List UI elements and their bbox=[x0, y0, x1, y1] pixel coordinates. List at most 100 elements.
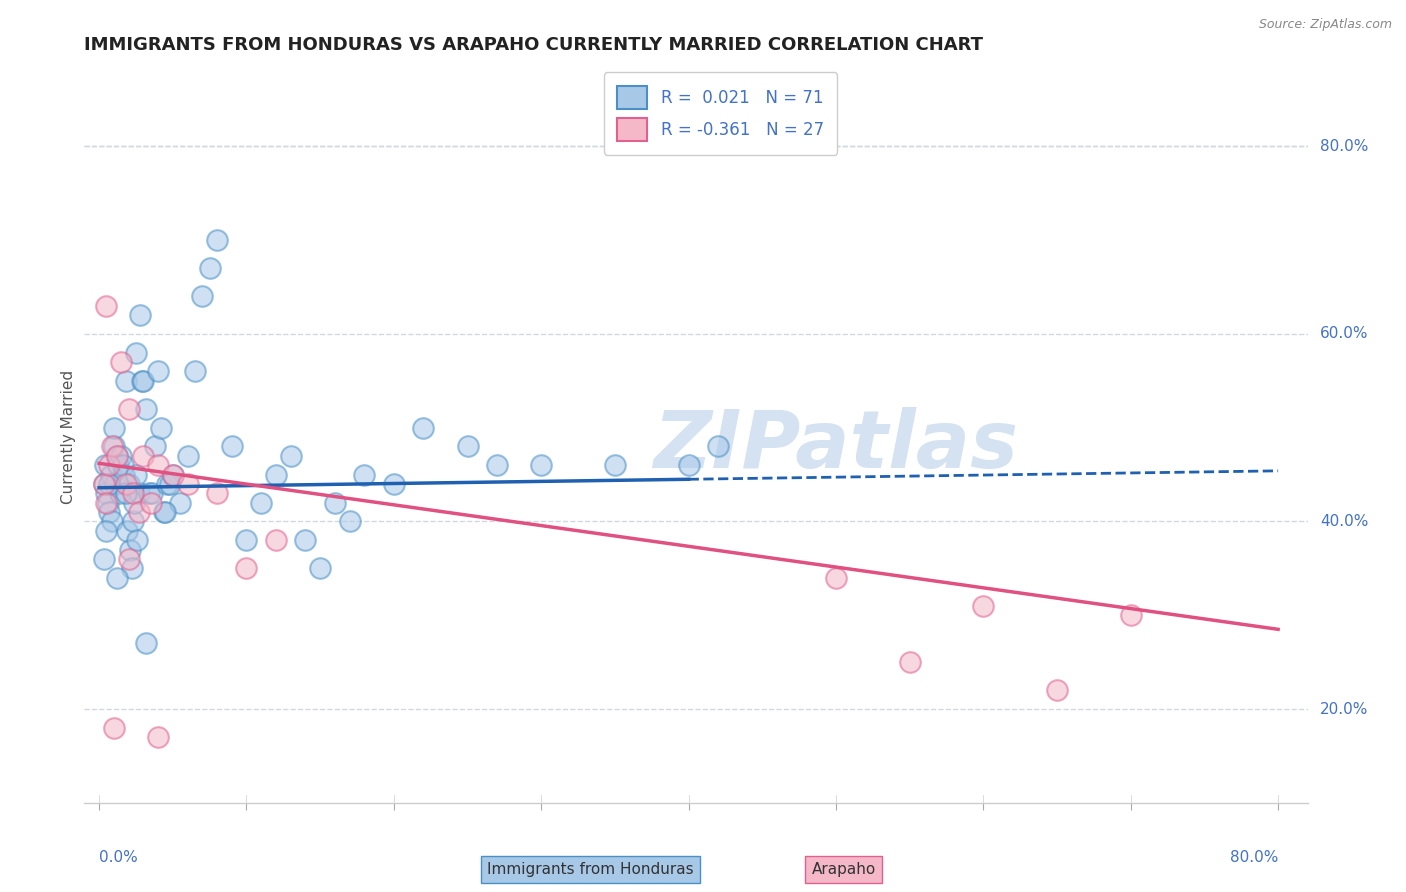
Point bbox=[127, 533, 149, 548]
Point bbox=[159, 477, 181, 491]
Point bbox=[235, 561, 257, 575]
Point bbox=[93, 477, 115, 491]
Point bbox=[105, 449, 128, 463]
Point bbox=[138, 486, 160, 500]
Point bbox=[143, 440, 166, 454]
Point bbox=[156, 477, 179, 491]
Text: 0.0%: 0.0% bbox=[98, 850, 138, 864]
Point bbox=[128, 486, 150, 500]
Point bbox=[121, 561, 143, 575]
Point bbox=[485, 458, 508, 473]
Point bbox=[176, 449, 198, 463]
Point bbox=[115, 524, 138, 538]
Point bbox=[191, 289, 214, 303]
Point bbox=[412, 420, 434, 434]
Point bbox=[114, 477, 136, 491]
Point bbox=[707, 440, 730, 454]
Point bbox=[105, 449, 128, 463]
Point bbox=[141, 486, 163, 500]
Y-axis label: Currently Married: Currently Married bbox=[60, 370, 76, 504]
Point bbox=[122, 486, 145, 500]
Point bbox=[117, 552, 139, 566]
Point bbox=[264, 467, 287, 482]
Point bbox=[114, 486, 136, 500]
Point bbox=[198, 261, 221, 276]
Point bbox=[162, 467, 184, 482]
Point bbox=[309, 561, 332, 575]
Legend: R =  0.021   N = 71, R = -0.361   N = 27: R = 0.021 N = 71, R = -0.361 N = 27 bbox=[603, 72, 837, 154]
Point bbox=[132, 374, 155, 388]
Point bbox=[1119, 608, 1142, 623]
Point bbox=[169, 496, 191, 510]
Point bbox=[155, 505, 177, 519]
Point bbox=[135, 636, 157, 650]
Point bbox=[146, 730, 169, 744]
Point bbox=[96, 524, 118, 538]
Point bbox=[235, 533, 257, 548]
Point bbox=[150, 420, 173, 434]
Point bbox=[117, 477, 139, 491]
Point bbox=[221, 440, 243, 454]
Point bbox=[107, 458, 129, 473]
Point bbox=[129, 308, 152, 322]
Point bbox=[131, 374, 153, 388]
Text: Immigrants from Honduras: Immigrants from Honduras bbox=[488, 863, 693, 877]
Point bbox=[103, 721, 125, 735]
Point bbox=[96, 299, 118, 313]
Point bbox=[114, 374, 136, 388]
Point bbox=[117, 401, 139, 416]
Point bbox=[530, 458, 553, 473]
Text: IMMIGRANTS FROM HONDURAS VS ARAPAHO CURRENTLY MARRIED CORRELATION CHART: IMMIGRANTS FROM HONDURAS VS ARAPAHO CURR… bbox=[84, 36, 983, 54]
Point bbox=[972, 599, 994, 613]
Point bbox=[122, 515, 145, 529]
Text: 40.0%: 40.0% bbox=[1320, 514, 1368, 529]
Text: 80.0%: 80.0% bbox=[1320, 139, 1368, 154]
Point bbox=[353, 467, 375, 482]
Point bbox=[176, 477, 198, 491]
Point bbox=[125, 345, 148, 359]
Point bbox=[250, 496, 273, 510]
Point bbox=[111, 458, 134, 473]
Point bbox=[101, 440, 124, 454]
Point bbox=[96, 496, 118, 510]
Point bbox=[457, 440, 479, 454]
Point bbox=[93, 552, 115, 566]
Point bbox=[678, 458, 700, 473]
Point bbox=[97, 496, 120, 510]
Text: 60.0%: 60.0% bbox=[1320, 326, 1368, 342]
Text: Source: ZipAtlas.com: Source: ZipAtlas.com bbox=[1258, 18, 1392, 31]
Point bbox=[110, 449, 132, 463]
Point bbox=[280, 449, 302, 463]
Point bbox=[101, 515, 124, 529]
Point bbox=[94, 458, 117, 473]
Point bbox=[104, 477, 127, 491]
Text: ZIPatlas: ZIPatlas bbox=[654, 408, 1018, 485]
Point bbox=[146, 458, 169, 473]
Point bbox=[98, 477, 121, 491]
Point bbox=[103, 440, 125, 454]
Text: Arapaho: Arapaho bbox=[811, 863, 876, 877]
Point bbox=[205, 486, 228, 500]
Point bbox=[93, 477, 115, 491]
Point bbox=[898, 655, 921, 669]
Point bbox=[128, 505, 150, 519]
Text: 20.0%: 20.0% bbox=[1320, 701, 1368, 716]
Point bbox=[382, 477, 405, 491]
Point bbox=[135, 401, 157, 416]
Point bbox=[146, 364, 169, 378]
Point bbox=[96, 486, 118, 500]
Point bbox=[1046, 683, 1069, 698]
Point bbox=[825, 571, 848, 585]
Point bbox=[153, 505, 176, 519]
Point bbox=[184, 364, 207, 378]
Point bbox=[162, 467, 184, 482]
Point bbox=[110, 355, 132, 369]
Point bbox=[112, 467, 135, 482]
Point bbox=[108, 486, 131, 500]
Point bbox=[294, 533, 316, 548]
Point bbox=[205, 233, 228, 247]
Point bbox=[98, 458, 121, 473]
Point bbox=[603, 458, 626, 473]
Point bbox=[323, 496, 346, 510]
Point bbox=[103, 420, 125, 434]
